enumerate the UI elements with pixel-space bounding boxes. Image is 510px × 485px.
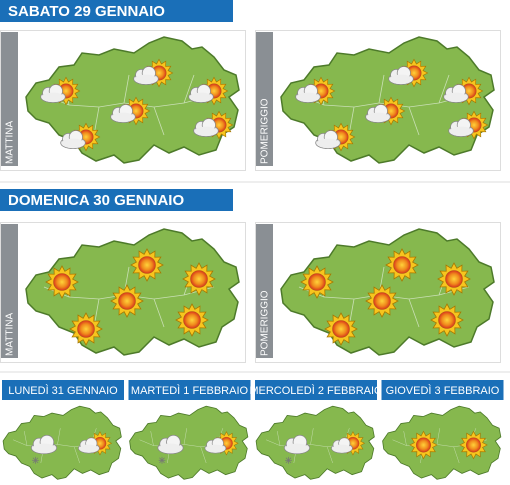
panel-label: POMERIGGIO: [260, 290, 271, 356]
panel-label-bg: [1, 32, 18, 166]
panel-label: MATTINA: [5, 313, 16, 356]
panel-label: MATTINA: [5, 121, 16, 164]
forecast-header: GIOVEDÌ 3 FEBBRAIO: [386, 384, 500, 397]
forecast-header-bg: [255, 380, 377, 400]
day-header-bg: [0, 189, 233, 211]
forecast-header-bg: [128, 380, 251, 400]
forecast-header-bg: [381, 380, 504, 400]
day-header: DOMENICA 30 GENNAIO: [8, 192, 184, 209]
forecast-header: MERCOLEDÌ 2 FEBBRAIO: [249, 384, 383, 397]
panel-label-bg: [256, 32, 273, 166]
forecast-header: MARTEDÌ 1 FEBBRAIO: [131, 384, 249, 397]
day-header-bg: [0, 0, 233, 22]
panel-label-bg: [256, 224, 273, 358]
panel-label: POMERIGGIO: [260, 98, 271, 164]
forecast-header: LUNEDÌ 31 GENNAIO: [8, 384, 118, 397]
forecast-header-bg: [2, 380, 124, 400]
panel-label-bg: [1, 224, 18, 358]
day-header: SABATO 29 GENNAIO: [8, 3, 165, 20]
